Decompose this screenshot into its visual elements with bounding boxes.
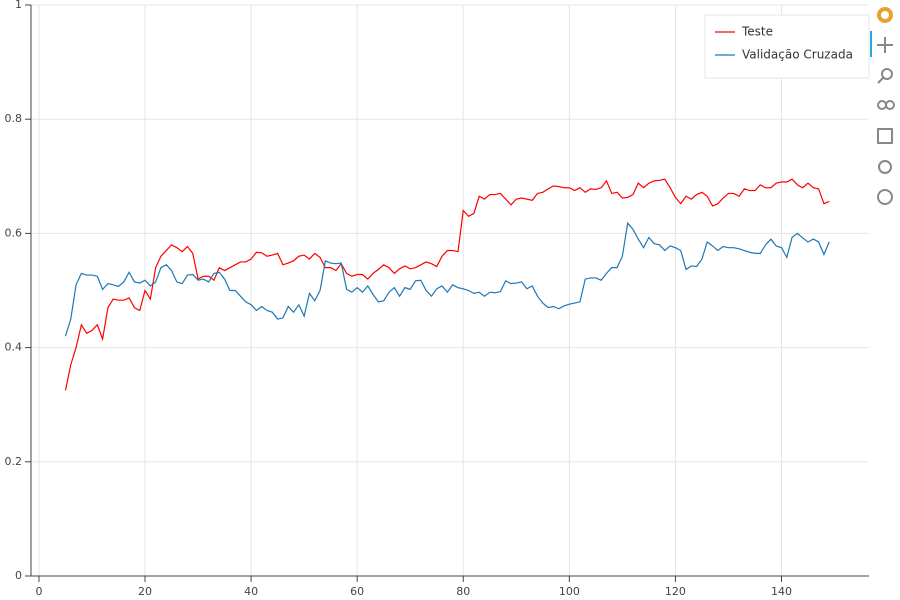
- x-tick-label: 100: [559, 585, 580, 598]
- legend-label: Validação Cruzada: [742, 48, 853, 62]
- legend: Teste Validação Cruzada: [704, 14, 870, 79]
- active-indicator: [870, 31, 872, 57]
- reset-tool[interactable]: [878, 160, 892, 174]
- x-tick-label: 60: [350, 585, 364, 598]
- y-tick-label: 0: [15, 569, 22, 582]
- logo-center: [881, 11, 889, 19]
- x-tick-label: 140: [771, 585, 792, 598]
- wheel-zoom-part: [885, 100, 895, 110]
- pan-tool[interactable]: [877, 37, 893, 53]
- y-tick-label: 0.2: [5, 455, 23, 468]
- x-tick-label: 80: [456, 585, 470, 598]
- series-line: [64, 221, 830, 337]
- zoom-handle: [877, 77, 884, 84]
- legend-label: Teste: [741, 25, 773, 39]
- wheel-zoom-tool[interactable]: [877, 100, 887, 110]
- x-tick-label: 40: [244, 585, 258, 598]
- x-tick-label: 20: [138, 585, 152, 598]
- y-tick-label: 0.6: [5, 226, 23, 239]
- save-tool[interactable]: [877, 128, 893, 144]
- legend-box: [704, 14, 870, 79]
- help-tool[interactable]: [877, 189, 893, 205]
- y-tick-label: 1: [15, 0, 22, 11]
- series-line: [64, 178, 830, 391]
- y-tick-label: 0.4: [5, 341, 23, 354]
- toolbar: [870, 7, 895, 205]
- zoom-tool[interactable]: [881, 68, 893, 80]
- x-tick-label: 0: [35, 585, 42, 598]
- x-tick-label: 120: [665, 585, 686, 598]
- y-tick-label: 0.8: [5, 112, 23, 125]
